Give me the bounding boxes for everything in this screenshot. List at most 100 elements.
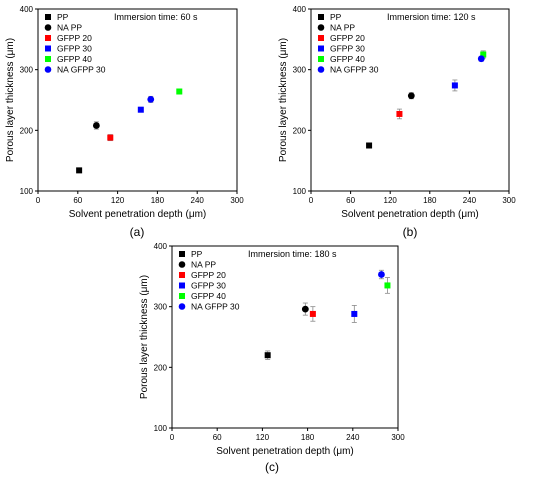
data-point xyxy=(396,110,403,117)
legend-marker xyxy=(45,14,51,20)
panel-label: (b) xyxy=(403,225,418,239)
x-tick-label: 240 xyxy=(346,433,360,442)
x-tick-label: 180 xyxy=(301,433,315,442)
immersion-time-annotation: Immersion time: 60 s xyxy=(114,12,198,22)
x-tick-label: 300 xyxy=(391,433,405,442)
legend-marker xyxy=(179,293,185,299)
legend-label: GFPP 30 xyxy=(330,44,365,54)
x-tick-label: 0 xyxy=(36,196,41,205)
data-point xyxy=(301,305,309,313)
legend-label: GFPP 30 xyxy=(191,281,226,291)
data-point xyxy=(378,271,385,278)
panel-label: (a) xyxy=(130,225,145,239)
legend-marker xyxy=(178,261,186,268)
legend-label: GFPP 20 xyxy=(330,33,365,43)
immersion-time-annotation: Immersion time: 120 s xyxy=(387,12,476,22)
y-tick-label: 100 xyxy=(293,187,307,196)
legend-label: NA GFPP 30 xyxy=(191,302,240,312)
legend-marker xyxy=(179,282,185,289)
y-tick-label: 400 xyxy=(293,5,307,14)
y-axis-label: Porous layer thickness (μm) xyxy=(139,275,150,399)
data-point xyxy=(480,51,487,58)
data-point xyxy=(451,82,458,89)
legend-marker xyxy=(44,66,52,73)
x-tick-label: 300 xyxy=(230,196,244,205)
legend-marker xyxy=(45,45,51,52)
legend-marker xyxy=(179,251,185,257)
legend-marker xyxy=(179,272,185,278)
y-tick-label: 100 xyxy=(154,424,168,433)
x-tick-label: 180 xyxy=(423,196,437,205)
legend-marker xyxy=(318,45,324,52)
legend-label: GFPP 30 xyxy=(57,44,92,54)
legend-label: NA PP xyxy=(330,23,355,33)
legend-marker xyxy=(178,303,186,310)
legend-label: NA PP xyxy=(191,260,216,270)
legend-marker xyxy=(318,35,324,41)
legend-marker xyxy=(317,66,325,73)
y-tick-label: 200 xyxy=(20,126,34,135)
data-point xyxy=(351,310,358,317)
y-tick-label: 200 xyxy=(154,363,168,372)
legend-marker xyxy=(45,35,51,41)
plot-frame xyxy=(310,8,510,192)
legend-marker xyxy=(318,14,324,20)
x-tick-label: 0 xyxy=(309,196,314,205)
data-point xyxy=(107,134,114,141)
legend-label: NA GFPP 30 xyxy=(57,65,106,75)
x-tick-label: 300 xyxy=(502,196,516,205)
plot-frame xyxy=(37,8,238,192)
x-tick-label: 240 xyxy=(191,196,205,205)
data-point xyxy=(407,92,415,100)
legend-marker xyxy=(44,24,52,31)
x-axis-label: Solvent penetration depth (μm) xyxy=(341,209,479,220)
legend-label: NA GFPP 30 xyxy=(330,65,379,75)
y-tick-label: 200 xyxy=(293,126,307,135)
data-point xyxy=(309,310,316,317)
immersion-time-annotation: Immersion time: 180 s xyxy=(248,249,337,259)
legend-label: GFPP 40 xyxy=(330,54,365,64)
data-point xyxy=(137,106,144,113)
legend-label: GFPP 40 xyxy=(191,291,226,301)
x-tick-label: 60 xyxy=(346,196,355,205)
x-tick-label: 120 xyxy=(111,196,125,205)
y-axis-label: Porous layer thickness (μm) xyxy=(5,38,16,162)
x-axis-label: Solvent penetration depth (μm) xyxy=(69,209,207,220)
chart-panel-a: 0 60 120 180 240 300 100 200 300 400 Solvent penet… xyxy=(5,5,244,239)
data-point xyxy=(366,142,373,149)
x-tick-label: 60 xyxy=(213,433,222,442)
chart-panel-c: 0 60 120 180 240 300 100 200 300 400 Solvent penet… xyxy=(139,242,405,474)
x-tick-label: 120 xyxy=(256,433,270,442)
legend-label: GFPP 40 xyxy=(57,54,92,64)
legend-label: PP xyxy=(191,249,203,259)
legend-label: GFPP 20 xyxy=(57,33,92,43)
data-point xyxy=(76,167,83,174)
data-point xyxy=(176,88,183,95)
x-tick-label: 60 xyxy=(73,196,82,205)
data-point xyxy=(384,282,391,289)
legend-marker xyxy=(317,24,325,31)
data-point xyxy=(147,95,155,103)
y-tick-label: 300 xyxy=(293,66,307,75)
panel-label: (c) xyxy=(265,460,279,474)
y-tick-label: 400 xyxy=(20,5,34,14)
x-tick-label: 120 xyxy=(384,196,398,205)
x-axis-label: Solvent penetration depth (μm) xyxy=(216,446,354,457)
legend-label: NA PP xyxy=(57,23,82,33)
legend-label: GFPP 20 xyxy=(191,270,226,280)
legend-marker xyxy=(45,56,51,62)
legend-label: PP xyxy=(330,12,342,22)
y-tick-label: 100 xyxy=(20,187,34,196)
data-point xyxy=(477,55,485,63)
x-tick-label: 0 xyxy=(170,433,175,442)
legend-label: PP xyxy=(57,12,69,22)
data-point xyxy=(92,122,100,129)
y-axis-label: Porous layer thickness (μm) xyxy=(278,38,289,162)
plot-frame xyxy=(171,245,399,429)
chart-panel-b: 0 60 120 180 240 300 100 200 300 400 Solvent penet… xyxy=(278,5,516,239)
data-point xyxy=(264,352,271,359)
y-tick-label: 300 xyxy=(20,66,34,75)
y-tick-label: 400 xyxy=(154,242,168,251)
x-tick-label: 180 xyxy=(151,196,165,205)
